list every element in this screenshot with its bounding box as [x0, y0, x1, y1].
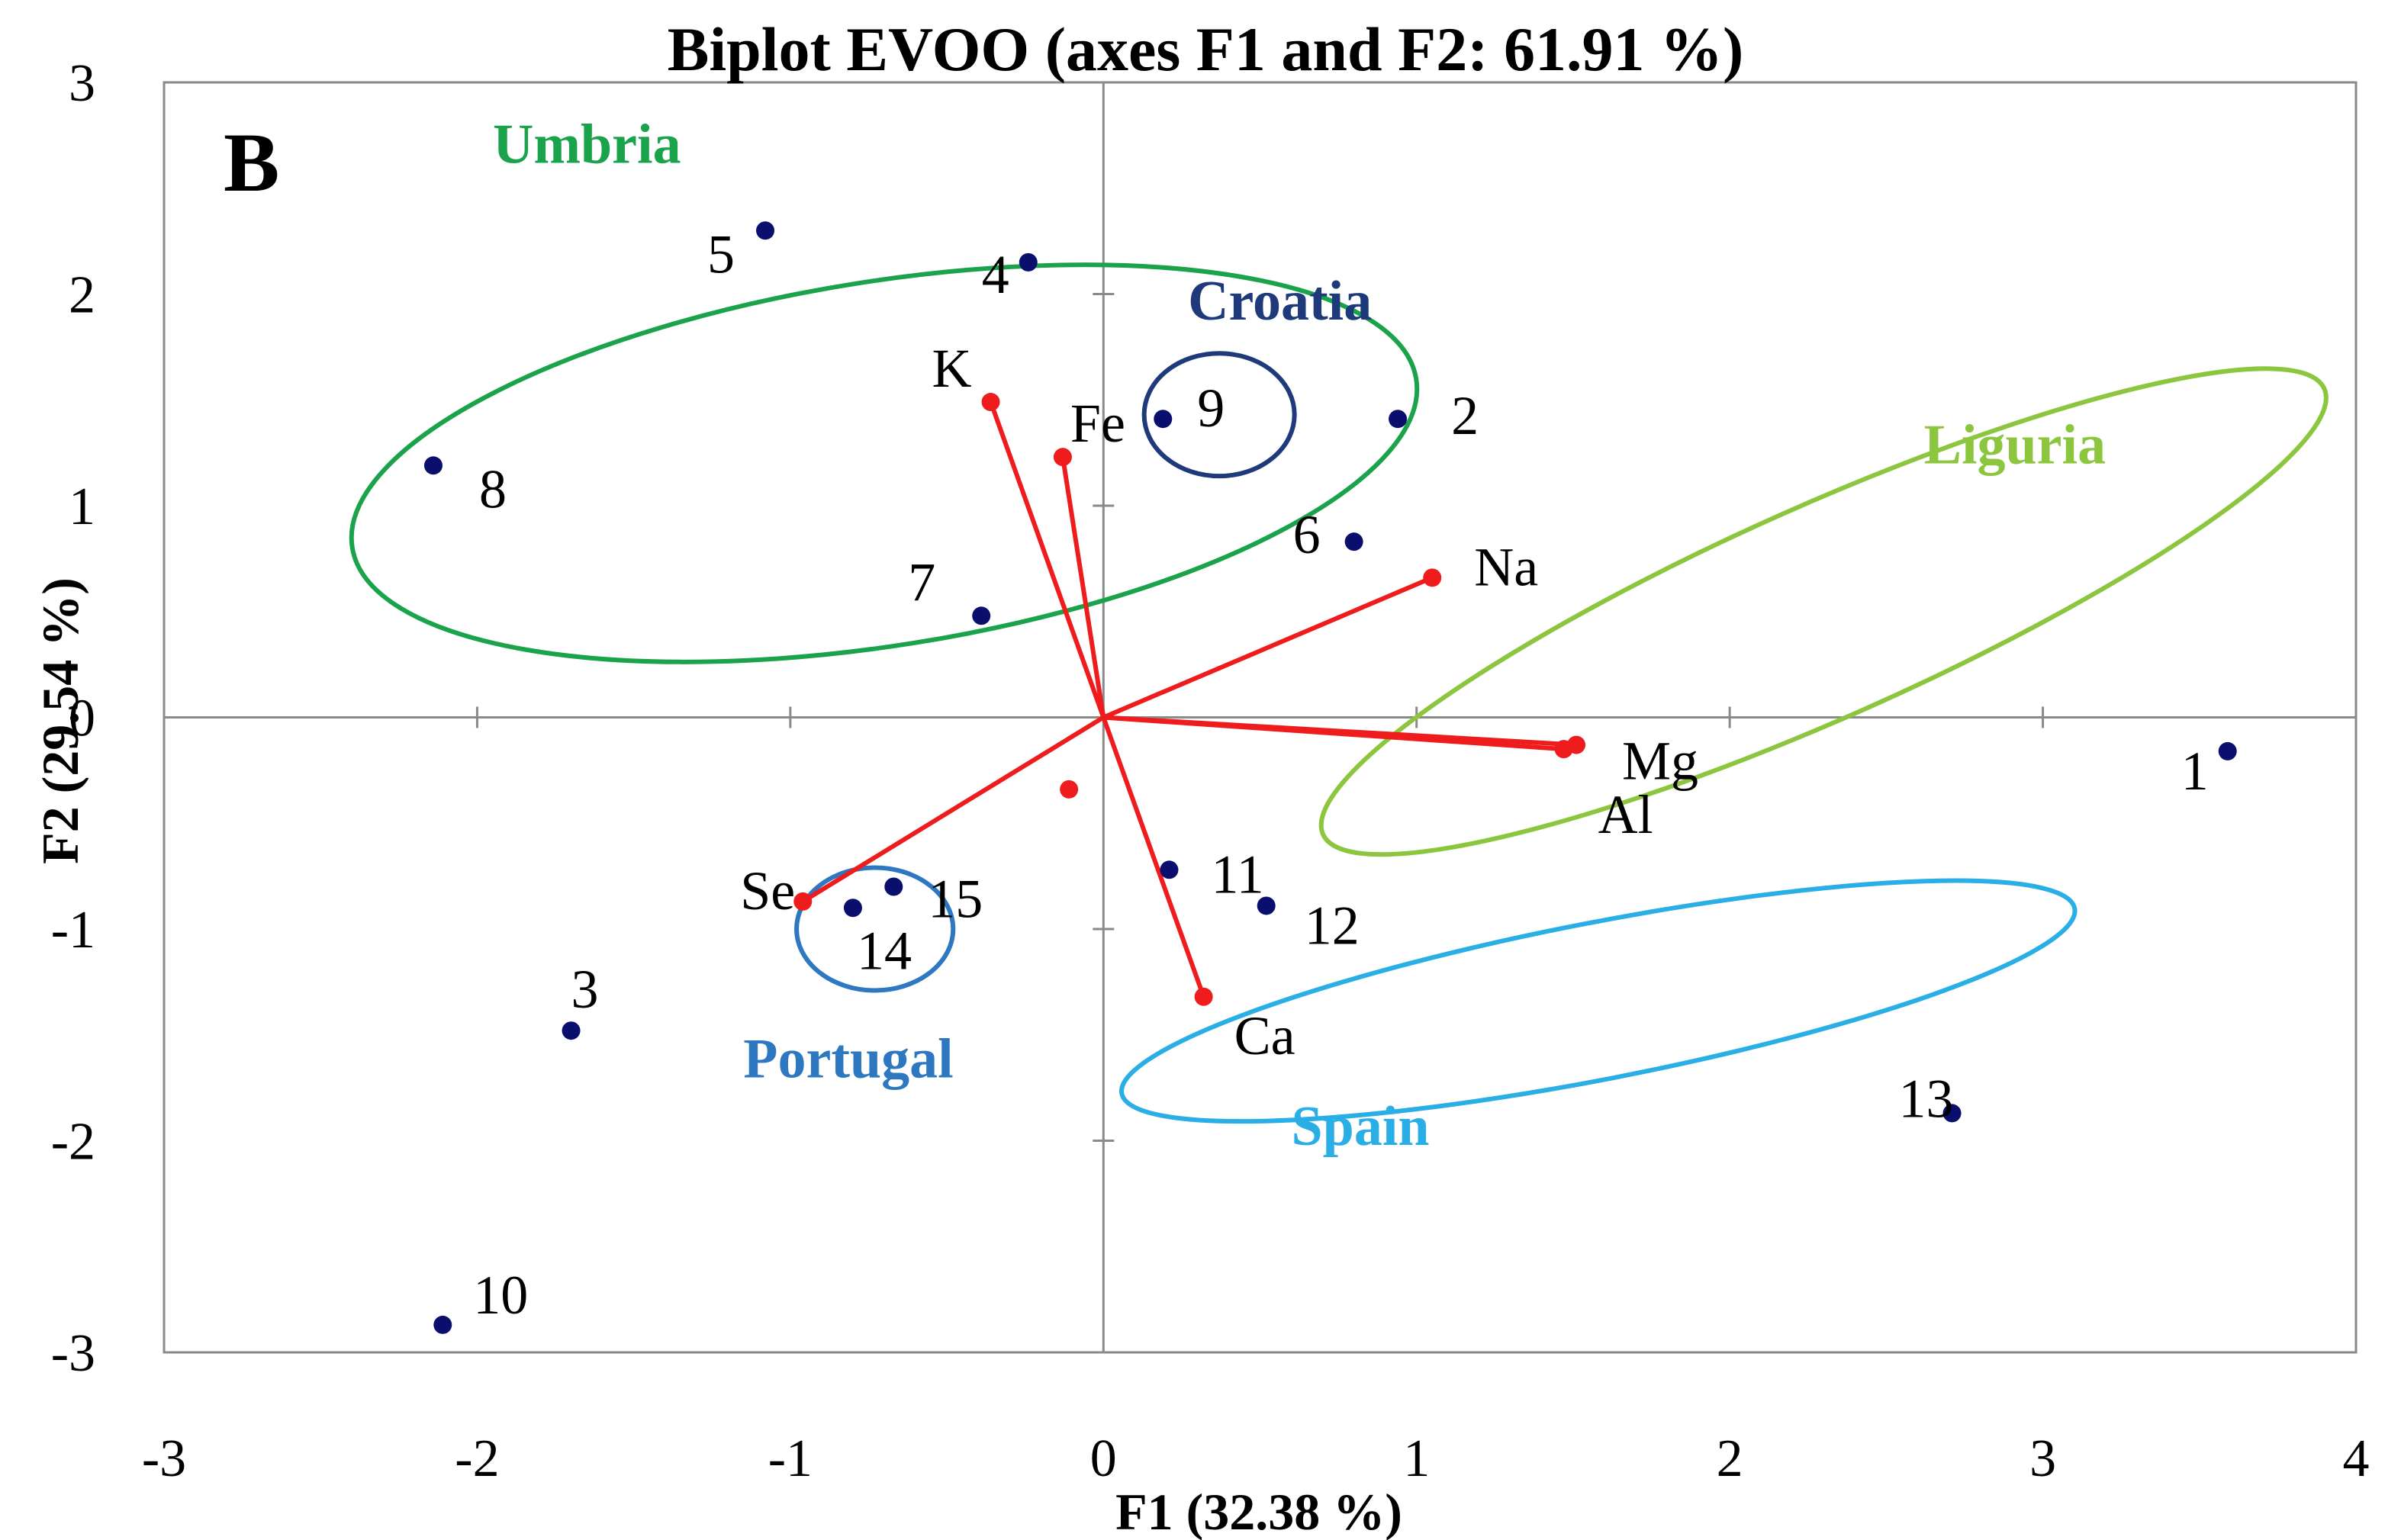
- variable-label-mg: Mg: [1622, 731, 1698, 792]
- variable-vector-se: [801, 715, 1105, 904]
- x-tick-label: 0: [1090, 1429, 1117, 1488]
- variable-point-unlabeled: [1060, 780, 1079, 799]
- observation-label-12: 12: [1305, 895, 1360, 956]
- observation-label-1: 1: [2181, 741, 2209, 802]
- variable-vectors: [793, 393, 1586, 1006]
- group-ellipse-croatia: [1141, 351, 1297, 479]
- observation-label-10: 10: [473, 1265, 528, 1326]
- panel-label: B: [224, 116, 279, 209]
- variable-point-na: [1423, 568, 1442, 587]
- observation-label-8: 8: [479, 458, 507, 519]
- variable-vector-al: [1103, 715, 1564, 752]
- observation-label-11: 11: [1211, 844, 1263, 905]
- x-axis-label: F1 (32.38 %): [1115, 1483, 1402, 1540]
- group-label-portugal: Portugal: [743, 1027, 953, 1090]
- observation-point-9: [1154, 410, 1173, 429]
- group-ellipse-spain: [1118, 878, 2078, 1124]
- observation-points: [423, 221, 2237, 1334]
- variable-point-fe: [1053, 448, 1072, 467]
- variable-point-se: [793, 892, 813, 911]
- observation-label-15: 15: [928, 869, 983, 930]
- y-tick-label: -3: [51, 1324, 95, 1383]
- observation-point-7: [972, 606, 991, 625]
- variable-label-se: Se: [740, 860, 795, 921]
- group-ellipse-portugal: [794, 865, 956, 993]
- variable-label-al: Al: [1598, 784, 1653, 845]
- observation-label-9: 9: [1197, 378, 1225, 439]
- y-axis-label: F2 (29.54 %): [31, 577, 89, 864]
- group-ellipses: [349, 262, 2329, 1124]
- y-tick-label: 2: [69, 266, 95, 325]
- y-tick-label: 1: [69, 477, 95, 536]
- labels: -3 -2 -1 0 1 2 3 43210-1-2-3UmbriaCroatiaLiguri…: [51, 54, 2370, 1488]
- x-tick-label: -3: [142, 1429, 186, 1488]
- y-tick-label: -1: [51, 901, 95, 960]
- x-tick-label: 2: [1717, 1429, 1743, 1488]
- observation-point-3: [562, 1021, 581, 1040]
- group-label-spain: Spain: [1292, 1095, 1430, 1158]
- observation-point-13: [1942, 1104, 1962, 1123]
- x-tick-label: -2: [455, 1429, 499, 1488]
- x-tick-label: 1: [1403, 1429, 1430, 1488]
- observation-point-15: [884, 877, 903, 896]
- variable-label-ca: Ca: [1234, 1005, 1295, 1066]
- variable-label-na: Na: [1474, 536, 1538, 597]
- variable-vector-fe: [1060, 456, 1106, 718]
- variable-point-ca: [1194, 987, 1213, 1006]
- y-tick-label: 0: [69, 690, 95, 748]
- observation-label-14: 14: [857, 920, 912, 981]
- observation-label-6: 6: [1293, 504, 1321, 565]
- variable-point-k: [981, 393, 1000, 412]
- observation-point-11: [1160, 860, 1179, 879]
- variable-label-fe: Fe: [1070, 393, 1125, 454]
- variable-vector-na: [1102, 575, 1434, 720]
- y-tick-label: 3: [69, 54, 95, 113]
- x-tick-label: -1: [768, 1429, 813, 1488]
- variable-vector-k: [988, 401, 1106, 719]
- observation-point-2: [1389, 410, 1408, 429]
- observation-point-5: [756, 221, 775, 240]
- observation-point-8: [423, 456, 443, 475]
- group-ellipse-liguria: [1318, 366, 2329, 857]
- y-tick-label: -2: [51, 1113, 95, 1172]
- observation-point-12: [1257, 896, 1276, 915]
- variable-vector-ca: [1101, 716, 1206, 998]
- variable-point-al: [1554, 740, 1573, 759]
- x-tick-label: 4: [2343, 1429, 2370, 1488]
- observation-point-10: [433, 1315, 452, 1334]
- observation-label-3: 3: [571, 959, 599, 1020]
- observation-label-2: 2: [1451, 385, 1479, 446]
- observation-label-4: 4: [982, 244, 1009, 305]
- variable-label-k: K: [932, 338, 972, 399]
- group-label-liguria: Liguria: [1924, 414, 2106, 477]
- observation-point-4: [1019, 252, 1038, 272]
- observation-label-7: 7: [908, 551, 935, 612]
- observation-point-14: [843, 899, 862, 918]
- group-label-umbria: Umbria: [493, 113, 681, 175]
- group-ellipse-umbria: [349, 262, 1420, 664]
- observation-label-5: 5: [707, 223, 735, 285]
- chart-title: Biplot EVOO (axes F1 and F2: 61.91 %): [668, 14, 1744, 84]
- group-label-croatia: Croatia: [1188, 270, 1372, 333]
- x-tick-label: 3: [2029, 1429, 2056, 1488]
- observation-label-13: 13: [1899, 1068, 1954, 1129]
- observation-point-6: [1344, 532, 1363, 551]
- observation-point-1: [2218, 741, 2237, 760]
